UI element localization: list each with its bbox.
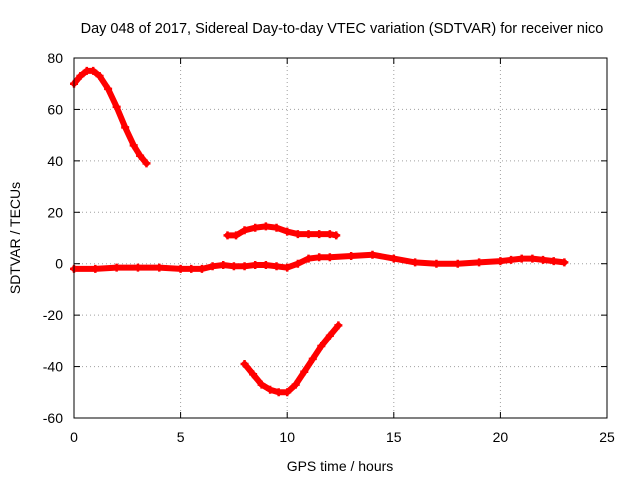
data-point xyxy=(291,380,300,389)
y-tick-label: 60 xyxy=(47,101,63,117)
data-point xyxy=(155,263,164,272)
y-tick-label: -60 xyxy=(43,410,63,426)
series-trace xyxy=(71,67,150,167)
series-trace xyxy=(71,251,568,272)
data-point xyxy=(293,230,302,239)
x-tick-label: 5 xyxy=(177,429,185,445)
data-point xyxy=(272,262,281,271)
data-point xyxy=(283,227,292,236)
y-tick-label: 0 xyxy=(55,256,63,272)
x-tick-label: 15 xyxy=(386,429,402,445)
series-layer xyxy=(70,66,569,397)
data-point xyxy=(325,331,334,340)
y-tick-label: -20 xyxy=(43,307,63,323)
data-point xyxy=(507,255,516,264)
data-point xyxy=(142,159,151,168)
data-point xyxy=(95,72,104,80)
chart-title: Day 048 of 2017, Sidereal Day-to-day VTE… xyxy=(81,21,604,37)
data-point xyxy=(315,253,324,262)
data-point xyxy=(334,321,343,330)
data-point xyxy=(347,252,356,260)
data-point xyxy=(325,230,334,239)
data-point xyxy=(293,259,302,268)
data-point xyxy=(304,254,313,263)
data-point xyxy=(517,254,526,263)
data-point xyxy=(104,84,113,93)
data-point xyxy=(219,261,228,269)
data-point xyxy=(229,262,238,271)
x-tick-label: 10 xyxy=(279,429,295,445)
y-tick-label: 80 xyxy=(47,50,63,66)
data-point xyxy=(317,342,326,350)
data-point xyxy=(251,261,260,269)
data-point xyxy=(261,261,270,269)
data-point xyxy=(332,231,341,240)
data-point xyxy=(91,264,100,273)
data-point xyxy=(283,263,292,272)
data-point xyxy=(266,385,275,394)
data-point xyxy=(240,262,249,271)
series-track-3 xyxy=(223,222,341,240)
series-track-2 xyxy=(70,250,569,273)
data-point xyxy=(240,360,249,368)
data-point xyxy=(232,231,241,240)
data-point xyxy=(304,230,313,239)
y-axis-label: SDTVAR / TECUs xyxy=(7,182,23,294)
data-point xyxy=(432,259,441,268)
data-point xyxy=(308,354,317,363)
data-point xyxy=(133,263,142,272)
data-point xyxy=(112,102,121,111)
data-point xyxy=(176,264,185,273)
grid-lines xyxy=(74,58,607,418)
data-point xyxy=(223,231,232,240)
y-tick-label: 40 xyxy=(47,153,63,169)
data-point xyxy=(549,257,558,266)
x-tick-label: 25 xyxy=(599,429,615,445)
data-point xyxy=(272,223,281,232)
data-point xyxy=(315,230,324,239)
data-point xyxy=(129,141,138,150)
data-point xyxy=(368,250,377,259)
x-axis-label: GPS time / hours xyxy=(287,458,394,474)
data-point xyxy=(197,264,206,273)
x-tick-label: 20 xyxy=(493,429,509,445)
data-point xyxy=(475,258,484,267)
data-point xyxy=(249,370,258,379)
data-point xyxy=(528,254,537,263)
data-point xyxy=(453,259,462,268)
data-point xyxy=(539,255,548,264)
data-point xyxy=(112,263,121,272)
tick-layer: 0 5 10 15 20 25 -60 -40 -20 0 20 40 60 80 xyxy=(43,50,615,445)
data-point xyxy=(389,254,398,263)
data-point xyxy=(76,72,85,80)
x-tick-label: 0 xyxy=(70,429,78,445)
data-point xyxy=(240,226,249,235)
data-point xyxy=(136,151,145,160)
data-point xyxy=(261,222,270,231)
data-point xyxy=(89,66,98,75)
data-point xyxy=(257,380,266,389)
data-point xyxy=(283,388,292,397)
data-point xyxy=(411,258,420,267)
y-tick-label: -40 xyxy=(43,359,63,375)
data-point xyxy=(274,388,283,397)
data-point xyxy=(208,262,217,271)
plot-frame xyxy=(73,57,608,419)
series-track-1 xyxy=(70,66,151,168)
data-point xyxy=(121,123,130,132)
data-point xyxy=(325,253,334,262)
data-point xyxy=(560,258,569,267)
data-point xyxy=(187,264,196,273)
series-trace xyxy=(241,322,342,396)
data-point xyxy=(251,223,260,232)
data-point xyxy=(300,367,309,376)
series-track-4 xyxy=(240,321,343,397)
data-point xyxy=(496,257,505,266)
y-tick-label: 20 xyxy=(47,204,63,220)
